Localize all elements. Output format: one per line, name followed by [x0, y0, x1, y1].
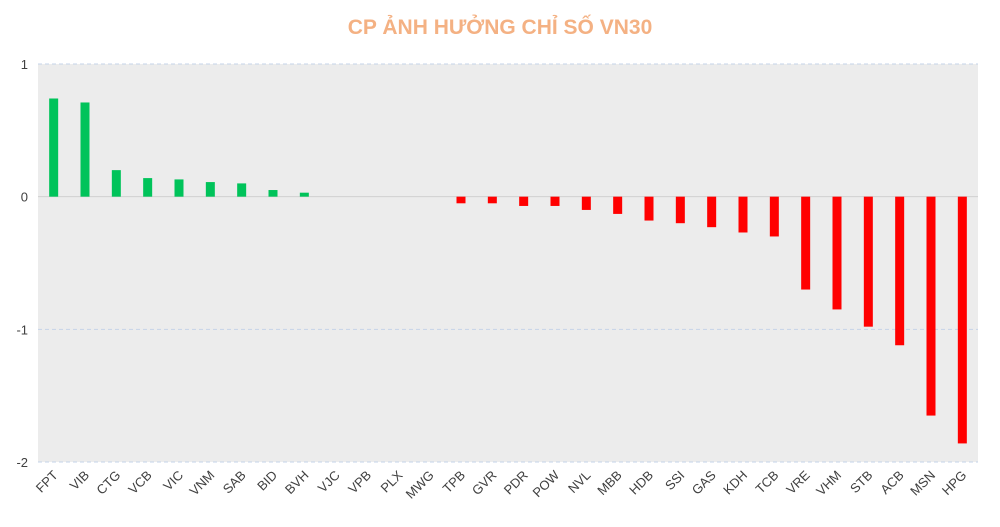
bar-ctg — [111, 170, 121, 197]
x-tick-label: VIC — [160, 468, 186, 494]
bar-vre — [801, 196, 811, 290]
y-tick-label: 1 — [21, 57, 28, 72]
x-tick-label: SAB — [220, 468, 249, 497]
x-tick-label: CTG — [93, 468, 123, 498]
bar-vhm — [832, 196, 842, 310]
bars — [49, 98, 967, 444]
x-tick-label: VRE — [783, 467, 813, 497]
bar-vib — [80, 102, 90, 197]
x-tick-label: VPB — [345, 468, 374, 497]
x-tick-label: KDH — [720, 468, 750, 498]
chart-title: CP ẢNH HƯỞNG CHỈ SỐ VN30 — [347, 16, 653, 39]
bar-nvl — [581, 196, 591, 210]
bar-mbb — [613, 196, 623, 214]
x-tick-label: VIB — [67, 468, 92, 493]
x-tick-label: SSI — [662, 468, 687, 493]
plot-background — [38, 64, 978, 462]
x-tick-label: MWG — [403, 468, 437, 502]
bar-kdh — [738, 196, 748, 233]
x-tick-label: TPB — [440, 468, 468, 496]
bar-stb — [863, 196, 873, 327]
bar-ssi — [675, 196, 685, 224]
bar-bid — [268, 190, 278, 197]
x-tick-label: BVH — [282, 468, 312, 498]
bar-vic — [174, 179, 184, 197]
bar-msn — [926, 196, 936, 416]
bar-tpb — [456, 196, 466, 204]
x-tick-label: STB — [847, 468, 875, 496]
grid-lines — [38, 63, 978, 463]
bar-vnm — [205, 182, 215, 197]
bar-fpt — [49, 98, 59, 197]
bar-vcb — [143, 178, 153, 197]
bar-tcb — [769, 196, 779, 237]
x-tick-label: TCB — [752, 468, 781, 497]
bar-gas — [707, 196, 717, 228]
bar-bvh — [299, 192, 309, 197]
y-tick-label: -2 — [16, 455, 28, 470]
x-tick-label: MSN — [907, 468, 938, 499]
x-tick-label: PLX — [377, 467, 405, 495]
x-tick-label: HPG — [939, 468, 970, 499]
x-tick-label: VCB — [125, 468, 155, 498]
x-tick-label: VHM — [813, 468, 844, 499]
bar-hdb — [644, 196, 654, 221]
x-tick-label: PDR — [501, 468, 531, 498]
bar-pow — [550, 196, 560, 206]
y-axis-ticks: 1 0 -1 -2 — [16, 57, 28, 470]
x-tick-label: VNM — [186, 468, 217, 499]
y-tick-label: -1 — [16, 322, 28, 337]
x-tick-label: ACB — [877, 468, 907, 498]
plot-area — [38, 64, 978, 462]
x-tick-label: NVL — [565, 468, 593, 496]
y-tick-label: 0 — [21, 190, 28, 205]
x-tick-label: FPT — [33, 467, 61, 495]
bar-sab — [237, 183, 247, 197]
x-tick-label: MBB — [594, 468, 625, 499]
bar-pdr — [519, 196, 529, 206]
bar-hpg — [957, 196, 967, 444]
x-tick-label: BID — [254, 468, 280, 494]
x-tick-label: VJC — [315, 468, 343, 496]
bar-gvr — [487, 196, 497, 204]
x-tick-label: GVR — [469, 468, 500, 499]
x-tick-label: HDB — [626, 468, 656, 498]
x-tick-label: GAS — [689, 467, 719, 497]
x-tick-label: POW — [530, 467, 563, 500]
bar-acb — [895, 196, 905, 346]
